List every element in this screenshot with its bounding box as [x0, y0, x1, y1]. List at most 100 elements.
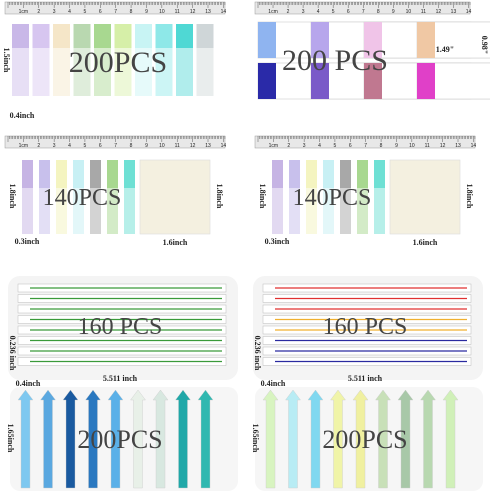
- ruler: [254, 1, 471, 15]
- ruler-label: 13: [451, 9, 457, 15]
- tab-top: [90, 160, 101, 188]
- tab-top: [155, 24, 173, 48]
- height-label: 1.8inch: [258, 184, 267, 209]
- ruler-label: 2: [37, 143, 40, 149]
- arrow-tab: [197, 389, 214, 489]
- tab-top: [357, 160, 368, 188]
- height-label: 1.65inch: [251, 424, 260, 453]
- ruler-label: 14: [471, 143, 477, 149]
- tab-top: [323, 160, 334, 188]
- ruler-label: 13: [205, 9, 211, 15]
- height-label: 0.236 inch: [253, 336, 262, 371]
- tab-top: [114, 24, 132, 48]
- ruler-label: 7: [114, 143, 117, 149]
- ruler-label: 11: [175, 143, 180, 149]
- flag-color: [364, 22, 382, 58]
- ruler-label: 2: [287, 143, 290, 149]
- arrow-tab: [17, 389, 34, 489]
- ruler-label: 11: [425, 143, 430, 149]
- tab-top: [289, 160, 300, 188]
- ruler-label: 1cm: [19, 9, 28, 15]
- ruler-label: 2: [37, 9, 40, 15]
- arrow-tab: [262, 389, 279, 489]
- tab: [22, 160, 33, 234]
- ruler-label: 4: [317, 9, 320, 15]
- width-label: 0.4inch: [10, 111, 35, 120]
- ruler-label: 5: [334, 143, 337, 149]
- big-note: [139, 159, 211, 235]
- tab: [289, 160, 300, 234]
- width-label: 0.3inch: [15, 237, 40, 246]
- ruler-label: 9: [395, 143, 398, 149]
- flag-color: [311, 63, 329, 99]
- ruler-label: 6: [349, 143, 352, 149]
- arrow-tab: [375, 389, 391, 489]
- arrow-tab: [307, 389, 324, 489]
- ruler-label: 6: [99, 143, 102, 149]
- big-note: [389, 159, 461, 235]
- ruler-label: 12: [190, 143, 196, 149]
- big-width-label: 1.6inch: [413, 238, 438, 247]
- tab-top: [94, 24, 111, 48]
- ruler-label: 3: [53, 9, 56, 15]
- title: 200PCS: [69, 46, 167, 79]
- ruler-label: 7: [114, 9, 117, 15]
- height-label: 1.65inch: [6, 424, 15, 453]
- flag-color: [258, 22, 276, 58]
- tab: [357, 160, 368, 234]
- ruler-label: 14: [221, 9, 227, 15]
- height-label: 1.5inch: [2, 48, 11, 73]
- arrow-tab: [152, 389, 169, 489]
- width-label: 0.3inch: [265, 237, 290, 246]
- height-label: 0.98": [480, 36, 489, 54]
- flag-color: [364, 63, 382, 99]
- ruler-label: 10: [159, 143, 165, 149]
- flag-color: [417, 63, 435, 99]
- ruler: [4, 135, 226, 149]
- tab-top: [73, 24, 91, 48]
- tab-top: [135, 24, 152, 48]
- width-label: 5.511 inch: [103, 374, 138, 383]
- ruler-label: 12: [436, 9, 442, 15]
- title: 160 PCS: [323, 314, 408, 340]
- ruler-label: 3: [302, 9, 305, 15]
- tab-top: [272, 160, 283, 188]
- ruler-label: 7: [362, 9, 365, 15]
- tab-top: [56, 160, 67, 188]
- width-label: 0.4inch: [261, 379, 286, 388]
- tab-top: [306, 160, 317, 188]
- arrow-tab: [85, 389, 101, 489]
- ruler-label: 10: [409, 143, 415, 149]
- tab: [90, 160, 101, 234]
- height-label: 1.8inch: [8, 184, 17, 209]
- ruler-label: 9: [392, 9, 395, 15]
- title: 200 PCS: [282, 44, 388, 77]
- arrow-tab: [352, 389, 369, 489]
- ruler-label: 3: [53, 143, 56, 149]
- width-label: 1.49": [436, 45, 454, 54]
- title: 140PCS: [293, 185, 372, 211]
- ruler-label: 11: [421, 9, 426, 15]
- tab: [39, 160, 50, 234]
- ruler-label: 10: [406, 9, 412, 15]
- tab-top: [12, 24, 29, 48]
- arrow-tab: [420, 389, 436, 489]
- ruler-label: 8: [130, 9, 133, 15]
- tab: [374, 160, 385, 234]
- ruler-label: 6: [347, 9, 350, 15]
- ruler-label: 11: [175, 9, 180, 15]
- tab: [124, 160, 135, 234]
- tab: [306, 160, 317, 234]
- arrow-tab: [330, 389, 346, 489]
- ruler-label: 4: [318, 143, 321, 149]
- title: 160 PCS: [78, 314, 163, 340]
- tab-top: [22, 160, 33, 188]
- ruler-label: 12: [440, 143, 446, 149]
- title: 200PCS: [77, 425, 162, 454]
- ruler-label: 4: [68, 143, 71, 149]
- ruler-label: 10: [159, 9, 165, 15]
- ruler-label: 8: [377, 9, 380, 15]
- width-label: 0.4inch: [16, 379, 41, 388]
- ruler-label: 12: [190, 9, 196, 15]
